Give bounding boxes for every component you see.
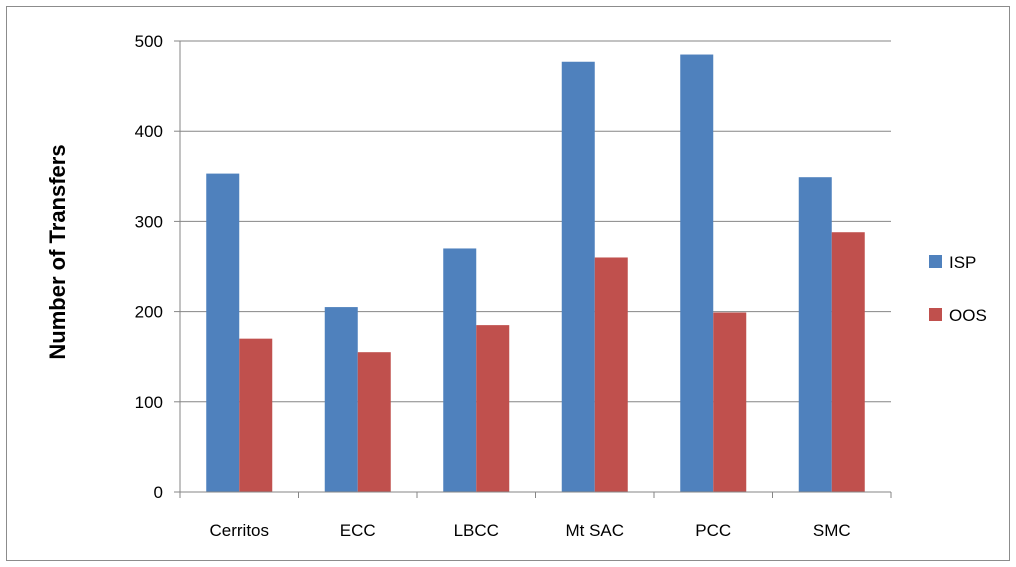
x-tick-label: Mt SAC [565,521,624,540]
bar-chart: 0 100 200 300 400 500 Cerritos ECC LBCC Mt SAC PCC… [45,32,987,540]
x-tick-label: Cerritos [209,521,269,540]
y-tick-label: 500 [135,32,163,51]
bar-oos-lbcc [476,325,510,492]
y-tick-label: 300 [135,212,163,231]
x-tick-label: ECC [340,521,376,540]
x-tick-label: LBCC [454,521,499,540]
legend-swatch-isp [929,255,942,268]
bar-isp-mt-sac [561,61,595,492]
bar-isp-ecc [324,307,358,492]
chart-frame: 0 100 200 300 400 500 Cerritos ECC LBCC Mt SAC PCC… [6,6,1010,561]
bar-oos-cerritos [239,338,273,492]
tick-labels: 0 100 200 300 400 500 Cerritos ECC LBCC Mt SAC PCC… [135,32,851,540]
bar-isp-pcc [680,54,714,492]
bar-oos-smc [831,232,865,492]
axes [174,40,892,498]
x-tick-label: PCC [695,521,731,540]
y-tick-label: 200 [135,303,163,322]
grid-lines [180,40,891,403]
y-tick-label: 0 [154,483,163,502]
bar-oos-pcc [713,312,747,492]
y-axis-title: Number of Transfers [45,144,70,359]
y-tick-label: 100 [135,393,163,412]
legend: ISP OOS [929,253,987,325]
legend-label-isp: ISP [949,253,976,272]
legend-swatch-oos [929,308,942,321]
bar-isp-lbcc [443,248,477,492]
bar-oos-mt-sac [594,257,628,492]
bar-isp-smc [798,177,832,492]
bar-oos-ecc [357,352,391,492]
y-tick-label: 400 [135,122,163,141]
legend-label-oos: OOS [949,306,987,325]
bars [206,54,865,492]
x-tick-label: SMC [813,521,851,540]
bar-isp-cerritos [206,173,240,492]
